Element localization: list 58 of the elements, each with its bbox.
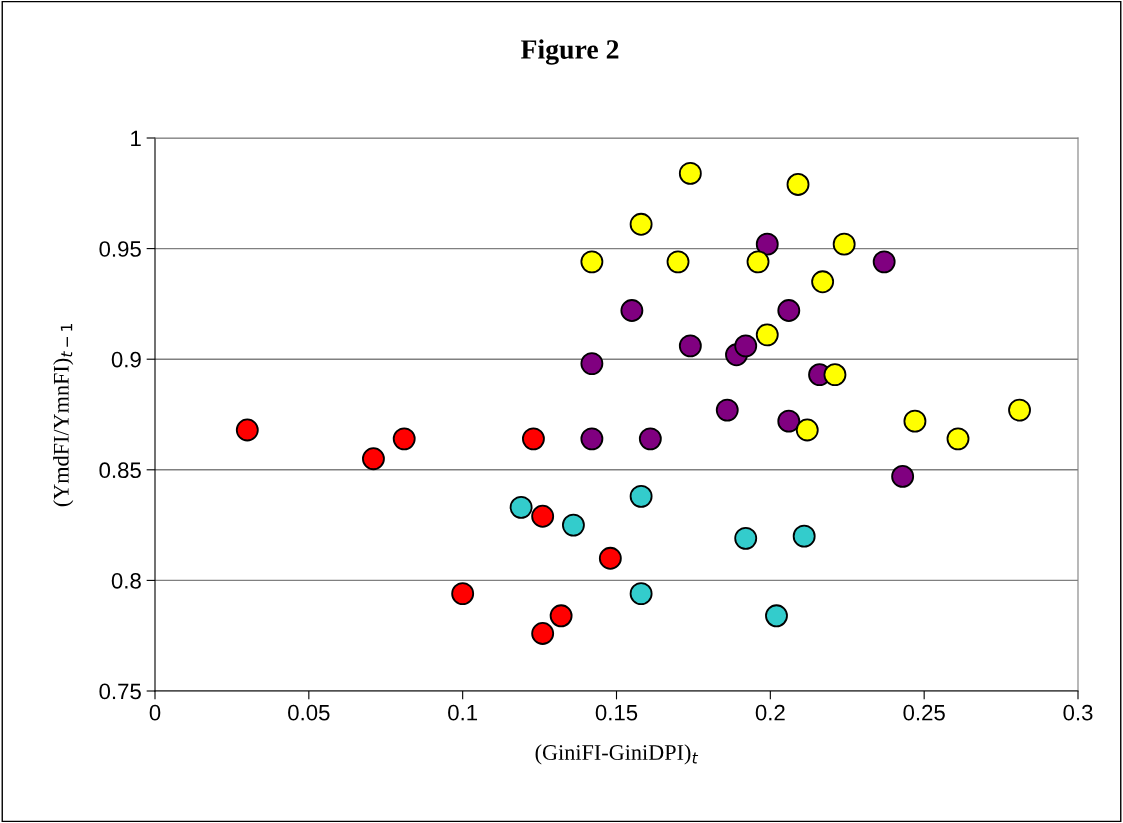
point xyxy=(235,418,259,442)
point xyxy=(786,173,810,196)
point xyxy=(777,409,801,433)
x-tick-label: 0.2 xyxy=(755,704,785,721)
y-axis-title: (YmdFI/YmnFI)$_{t−1}$ xyxy=(53,323,74,507)
point xyxy=(734,334,758,358)
point xyxy=(580,250,604,274)
point xyxy=(561,513,585,537)
point xyxy=(580,427,604,451)
y-tick-label: 0.95 xyxy=(99,241,141,257)
point xyxy=(629,582,653,606)
point xyxy=(811,270,835,294)
x-tick-label: 0.25 xyxy=(903,704,945,721)
point xyxy=(392,427,416,451)
point xyxy=(509,495,533,519)
point xyxy=(598,546,622,570)
point xyxy=(580,352,604,376)
point xyxy=(638,427,662,451)
point xyxy=(765,604,788,628)
point xyxy=(792,524,816,548)
point xyxy=(521,427,545,451)
y-tick-label: 0.8 xyxy=(111,572,141,589)
x-tick-label: 0.1 xyxy=(448,704,478,721)
point xyxy=(629,212,653,236)
x-axis-title: (GiniFI-GiniDPI)$_{t}$ xyxy=(535,744,699,765)
point xyxy=(734,526,758,550)
point xyxy=(451,582,475,606)
point xyxy=(678,334,702,358)
point xyxy=(362,447,385,471)
point xyxy=(903,409,927,433)
point xyxy=(891,464,915,488)
point xyxy=(755,323,779,347)
point xyxy=(946,427,970,451)
y-tick-label: 0.75 xyxy=(99,683,141,700)
x-tick-label: 0.15 xyxy=(595,704,638,721)
point xyxy=(549,604,573,628)
point xyxy=(777,299,801,322)
point xyxy=(823,363,847,387)
y-tick-label: 0.9 xyxy=(111,351,141,368)
point xyxy=(531,504,555,528)
point xyxy=(746,250,770,274)
x-tick-label: 0 xyxy=(149,704,161,721)
point xyxy=(755,232,779,256)
x-tick-label: 0.05 xyxy=(288,704,330,721)
point xyxy=(666,250,690,274)
point xyxy=(1008,398,1031,422)
y-tick-label: 1 xyxy=(131,130,141,147)
point xyxy=(872,250,896,274)
point xyxy=(795,418,819,442)
point xyxy=(832,232,856,256)
point xyxy=(531,622,555,645)
x-tick-label: 0.3 xyxy=(1063,704,1093,721)
point xyxy=(715,398,739,422)
point xyxy=(629,484,653,508)
point xyxy=(678,161,702,185)
point xyxy=(620,299,644,322)
y-tick-label: 0.85 xyxy=(99,462,141,479)
chart-title: Figure 2 xyxy=(520,39,619,65)
